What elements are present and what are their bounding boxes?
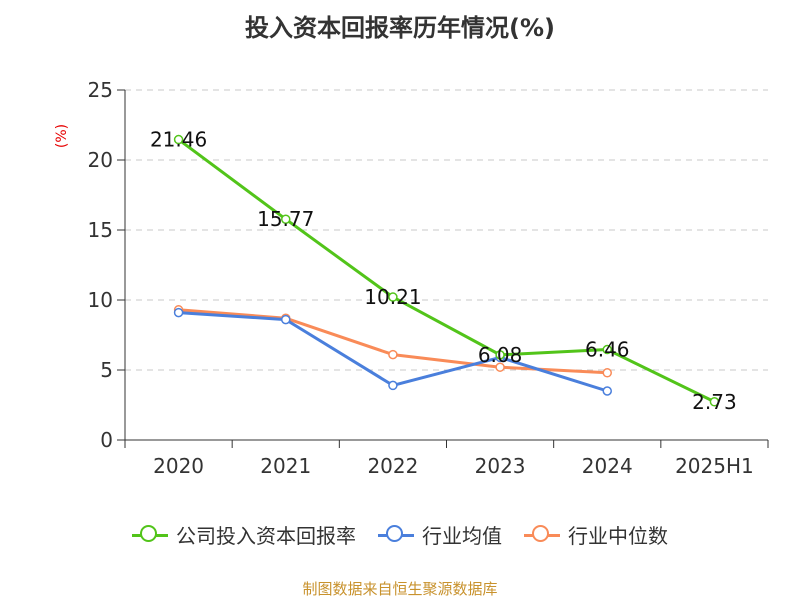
data-label: 15.77 <box>257 207 314 231</box>
legend-item-company[interactable]: 公司投入资本回报率 <box>132 520 356 549</box>
legend-line-icon <box>378 524 414 545</box>
x-tick-label: 2022 <box>367 454 418 478</box>
data-source-note: 制图数据来自恒生聚源数据库 <box>302 580 498 598</box>
legend-label: 公司投入资本回报率 <box>176 524 356 548</box>
data-point <box>173 134 184 145</box>
data-point <box>602 386 612 396</box>
data-point <box>173 307 184 318</box>
x-tick-label: 2021 <box>260 454 311 478</box>
data-point <box>388 380 398 391</box>
y-tick-label: 20 <box>88 148 113 172</box>
x-tick-label: 2020 <box>153 454 204 478</box>
data-point <box>602 368 612 378</box>
data-point <box>709 397 720 407</box>
data-label: 10.21 <box>364 285 421 309</box>
y-tick-label: 25 <box>88 78 113 102</box>
y-tick-label: 15 <box>88 218 113 242</box>
y-tick-label: 0 <box>100 428 113 452</box>
data-label: 2.73 <box>692 390 737 414</box>
y-tick-label: 5 <box>100 358 113 382</box>
y-tick-label: 10 <box>88 288 113 312</box>
data-label: 6.08 <box>478 343 523 367</box>
data-point <box>281 214 291 224</box>
legend-line-icon <box>132 524 168 545</box>
data-point <box>495 350 505 360</box>
legend: 公司投入资本回报率 行业均值 行业中位数 <box>0 520 800 549</box>
series-line <box>177 138 716 404</box>
x-tick-label: 2023 <box>475 454 526 478</box>
chart-title: 投入资本回报率历年情况(%) <box>245 14 555 42</box>
legend-item-industry-median[interactable]: 行业中位数 <box>524 520 668 549</box>
x-tick-label: 2024 <box>582 454 633 478</box>
data-point <box>602 344 612 355</box>
data-point <box>281 314 291 325</box>
data-label: 21.46 <box>150 128 207 152</box>
legend-label: 行业中位数 <box>568 524 668 548</box>
data-point <box>495 362 505 372</box>
legend-label: 行业均值 <box>422 524 502 548</box>
data-point <box>388 349 398 360</box>
data-point <box>388 292 398 302</box>
series-line <box>178 308 608 375</box>
x-tick-label: 2025H1 <box>675 454 754 478</box>
data-label: 6.46 <box>585 338 630 362</box>
legend-line-icon <box>524 524 560 545</box>
legend-item-industry-mean[interactable]: 行业均值 <box>378 520 502 549</box>
